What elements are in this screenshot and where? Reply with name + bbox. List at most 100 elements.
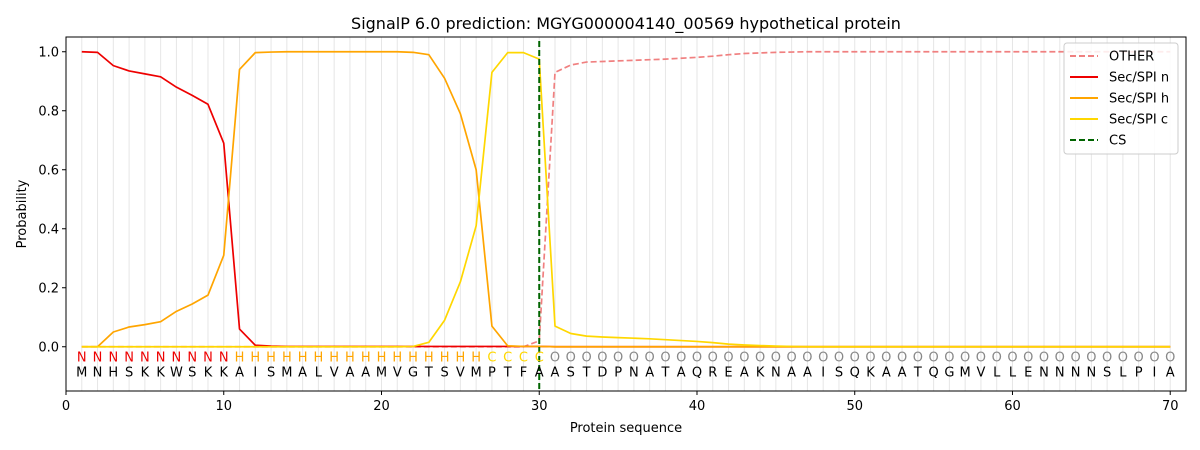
residue-letter-7: W	[170, 365, 183, 380]
residue-label-52: O	[881, 351, 891, 366]
residue-letter-24: S	[440, 365, 448, 380]
residue-label-46: O	[787, 351, 797, 366]
series-line-0	[81, 50, 1171, 348]
residue-letter-61: E	[1024, 365, 1032, 380]
residue-letter-8: S	[188, 365, 196, 380]
residue-label-34: O	[597, 351, 607, 366]
legend-label-4: CS	[1109, 134, 1126, 149]
x-tick-label-6: 60	[1004, 399, 1021, 414]
residue-letter-21: V	[393, 365, 402, 380]
residue-label-67: O	[1118, 351, 1128, 366]
residue-letter-65: N	[1086, 365, 1096, 380]
residue-label-62: O	[1039, 351, 1049, 366]
residue-letter-2: N	[93, 365, 103, 380]
residue-letter-64: N	[1071, 365, 1081, 380]
residue-label-13: H	[266, 351, 276, 366]
residue-letter-67: L	[1119, 365, 1127, 380]
y-tick-label-2: 0.4	[38, 222, 59, 237]
residue-label-45: O	[771, 351, 781, 366]
residue-label-49: O	[834, 351, 844, 366]
y-tick-label-0: 0.0	[38, 340, 59, 355]
x-tick-label-2: 20	[373, 399, 390, 414]
residue-label-51: O	[865, 351, 875, 366]
residue-letter-9: K	[204, 365, 213, 380]
legend-label-2: Sec/SPI h	[1109, 92, 1169, 107]
residue-label-59: O	[992, 351, 1002, 366]
residue-letter-29: F	[520, 365, 527, 380]
residue-letter-19: A	[361, 365, 370, 380]
residue-label-53: O	[897, 351, 907, 366]
series-line-1	[81, 50, 1171, 348]
y-axis-label: Probability	[15, 179, 30, 248]
residue-letter-53: A	[898, 365, 907, 380]
residue-label-6: N	[156, 351, 166, 366]
residue-label-64: O	[1070, 351, 1080, 366]
residue-label-22: H	[408, 351, 418, 366]
residue-letter-45: N	[771, 365, 781, 380]
residue-label-29: C	[519, 351, 528, 366]
residue-letter-40: Q	[692, 365, 702, 380]
residue-letter-56: G	[944, 365, 954, 380]
residue-letter-57: M	[960, 365, 971, 380]
residue-label-35: O	[613, 351, 623, 366]
residue-letter-11: A	[235, 365, 244, 380]
residue-label-14: H	[282, 351, 292, 366]
legend-label-1: Sec/SPI n	[1109, 71, 1169, 86]
residue-label-33: O	[581, 351, 591, 366]
residue-label-38: O	[660, 351, 670, 366]
residue-label-23: H	[424, 351, 434, 366]
x-tick-label-0: 0	[62, 399, 70, 414]
residue-label-61: O	[1023, 351, 1033, 366]
residue-label-21: H	[392, 351, 402, 366]
residue-label-10: N	[219, 351, 229, 366]
residue-letter-25: V	[456, 365, 465, 380]
residue-label-20: H	[377, 351, 387, 366]
legend-label-3: Sec/SPI c	[1109, 113, 1168, 128]
residue-letter-5: K	[141, 365, 150, 380]
x-axis-label: Protein sequence	[570, 421, 682, 436]
residue-letter-50: Q	[850, 365, 860, 380]
residue-label-63: O	[1055, 351, 1065, 366]
x-tick-label-4: 40	[689, 399, 706, 414]
residue-letter-22: G	[408, 365, 418, 380]
residue-letter-52: A	[882, 365, 891, 380]
residue-letter-12: I	[253, 365, 257, 380]
residue-label-9: N	[203, 351, 213, 366]
residue-letter-46: A	[787, 365, 796, 380]
residue-letter-66: S	[1103, 365, 1111, 380]
residue-label-48: O	[818, 351, 828, 366]
x-tick-label-7: 70	[1162, 399, 1179, 414]
residue-letter-49: S	[835, 365, 843, 380]
residue-label-65: O	[1086, 351, 1096, 366]
residue-letter-20: M	[376, 365, 387, 380]
residue-letter-38: T	[660, 365, 669, 380]
residue-label-15: H	[298, 351, 308, 366]
residue-label-11: H	[235, 351, 245, 366]
legend-box	[1063, 42, 1179, 155]
residue-label-40: O	[692, 351, 702, 366]
residue-letter-47: A	[803, 365, 812, 380]
residue-label-5: N	[140, 351, 150, 366]
residue-label-27: C	[487, 351, 496, 366]
residue-letter-34: D	[597, 365, 607, 380]
residue-letter-54: T	[913, 365, 922, 380]
residue-label-32: O	[566, 351, 576, 366]
residue-letter-14: M	[281, 365, 292, 380]
y-tick-label-1: 0.2	[38, 281, 59, 296]
residue-letter-35: P	[614, 365, 622, 380]
residue-label-50: O	[850, 351, 860, 366]
x-tick-label-1: 10	[215, 399, 232, 414]
residue-letter-70: A	[1166, 365, 1175, 380]
residue-label-37: O	[645, 351, 655, 366]
y-axis-ticks: 0.0 0.2 0.4 0.6 0.8 1.0	[38, 45, 66, 355]
residue-letter-37: A	[645, 365, 654, 380]
residue-label-57: O	[960, 351, 970, 366]
grid-lines	[81, 37, 1171, 391]
residue-letter-55: Q	[928, 365, 938, 380]
residue-letter-43: A	[740, 365, 749, 380]
residue-letter-41: R	[708, 365, 717, 380]
residue-label-4: N	[124, 351, 134, 366]
residue-label-18: H	[345, 351, 355, 366]
residue-letter-69: I	[1153, 365, 1157, 380]
residue-letter-30: A	[535, 365, 544, 380]
